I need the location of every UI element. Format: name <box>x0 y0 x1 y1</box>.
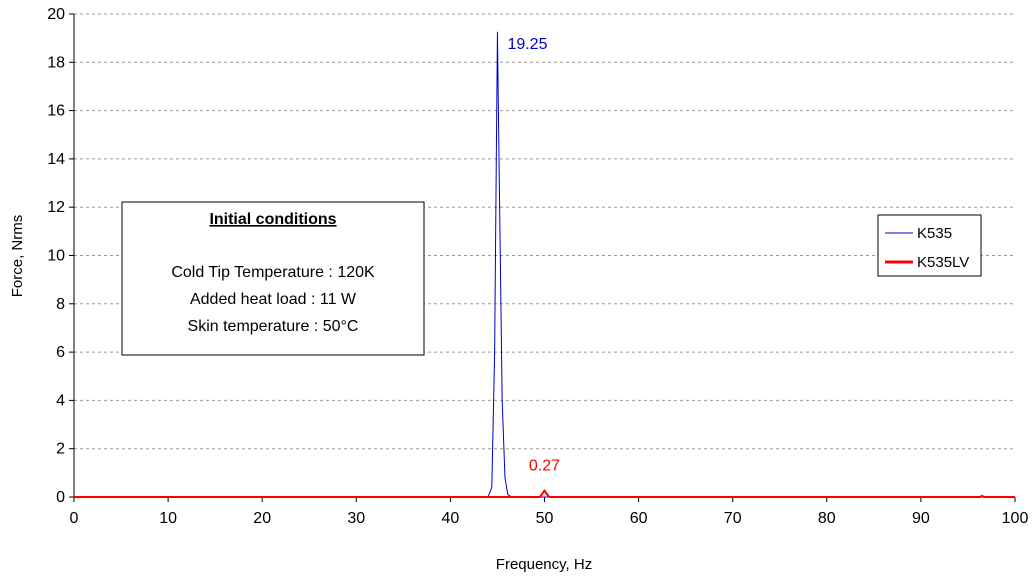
conditions-box: Initial conditions Cold Tip Temperature … <box>121 201 425 356</box>
series-line-k535lv <box>74 489 1015 498</box>
annotations: 19.25 0.27 <box>507 36 560 474</box>
conditions-title: Initial conditions <box>209 211 336 228</box>
legend: K535 K535LV <box>877 214 982 277</box>
x-tick-label-30: 30 <box>347 510 365 527</box>
x-tick-label-10: 10 <box>159 510 177 527</box>
y-tick-label-8: 8 <box>56 296 65 313</box>
y-tick-label-20: 20 <box>47 6 65 23</box>
legend-label-k535lv: K535LV <box>917 254 969 271</box>
x-tick-label-60: 60 <box>630 510 648 527</box>
x-tick-label-100: 100 <box>1002 510 1029 527</box>
data-label-0-27: 0.27 <box>529 457 560 474</box>
y-tick-label-12: 12 <box>47 199 65 216</box>
y-tick-label-16: 16 <box>47 103 65 120</box>
y-tick-label-0: 0 <box>56 489 65 506</box>
x-tick-label-50: 50 <box>536 510 554 527</box>
y-tick-label-18: 18 <box>47 54 65 71</box>
y-tick-label-4: 4 <box>56 392 65 409</box>
data-label-19-25: 19.25 <box>507 36 547 53</box>
legend-label-k535: K535 <box>917 225 952 242</box>
x-tick-label-20: 20 <box>253 510 271 527</box>
legend-frame <box>877 214 982 277</box>
x-tick-label-0: 0 <box>70 510 79 527</box>
y-tick-label-6: 6 <box>56 344 65 361</box>
y-axis-title: Force, Nrms <box>9 215 26 298</box>
y-tick-label-10: 10 <box>47 248 65 265</box>
axes: 0 2 4 6 8 10 12 14 16 18 20 0 10 20 30 40 50 60 70 80 90 100 <box>47 6 1028 527</box>
y-tick-label-14: 14 <box>47 151 65 168</box>
conditions-line-2: Added heat load : 11 W <box>190 291 357 308</box>
conditions-box-frame <box>121 201 425 356</box>
conditions-line-1: Cold Tip Temperature : 120K <box>171 264 375 281</box>
x-tick-label-40: 40 <box>442 510 460 527</box>
y-tick-label-2: 2 <box>56 441 65 458</box>
x-tick-label-90: 90 <box>912 510 930 527</box>
x-tick-label-80: 80 <box>818 510 836 527</box>
x-tick-label-70: 70 <box>724 510 742 527</box>
series-layer <box>74 31 1015 498</box>
conditions-line-3: Skin temperature : 50°C <box>188 318 359 335</box>
series-line-k535 <box>74 31 1015 498</box>
x-axis-title: Frequency, Hz <box>496 556 592 573</box>
